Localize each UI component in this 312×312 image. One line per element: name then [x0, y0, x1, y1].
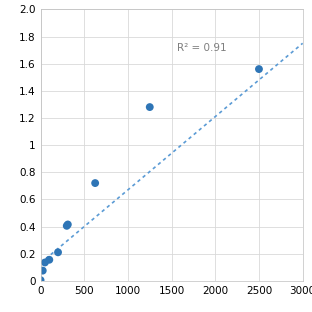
- Point: [64, 223, 69, 228]
- Point: [42, 260, 47, 265]
- Text: R² = 0.91: R² = 0.91: [177, 43, 227, 53]
- Point: [56, 250, 61, 255]
- Point: [256, 66, 261, 71]
- Point: [65, 222, 70, 227]
- Point: [38, 278, 43, 283]
- Point: [40, 268, 45, 273]
- Point: [93, 181, 98, 186]
- Point: [47, 257, 52, 262]
- Point: [147, 105, 152, 110]
